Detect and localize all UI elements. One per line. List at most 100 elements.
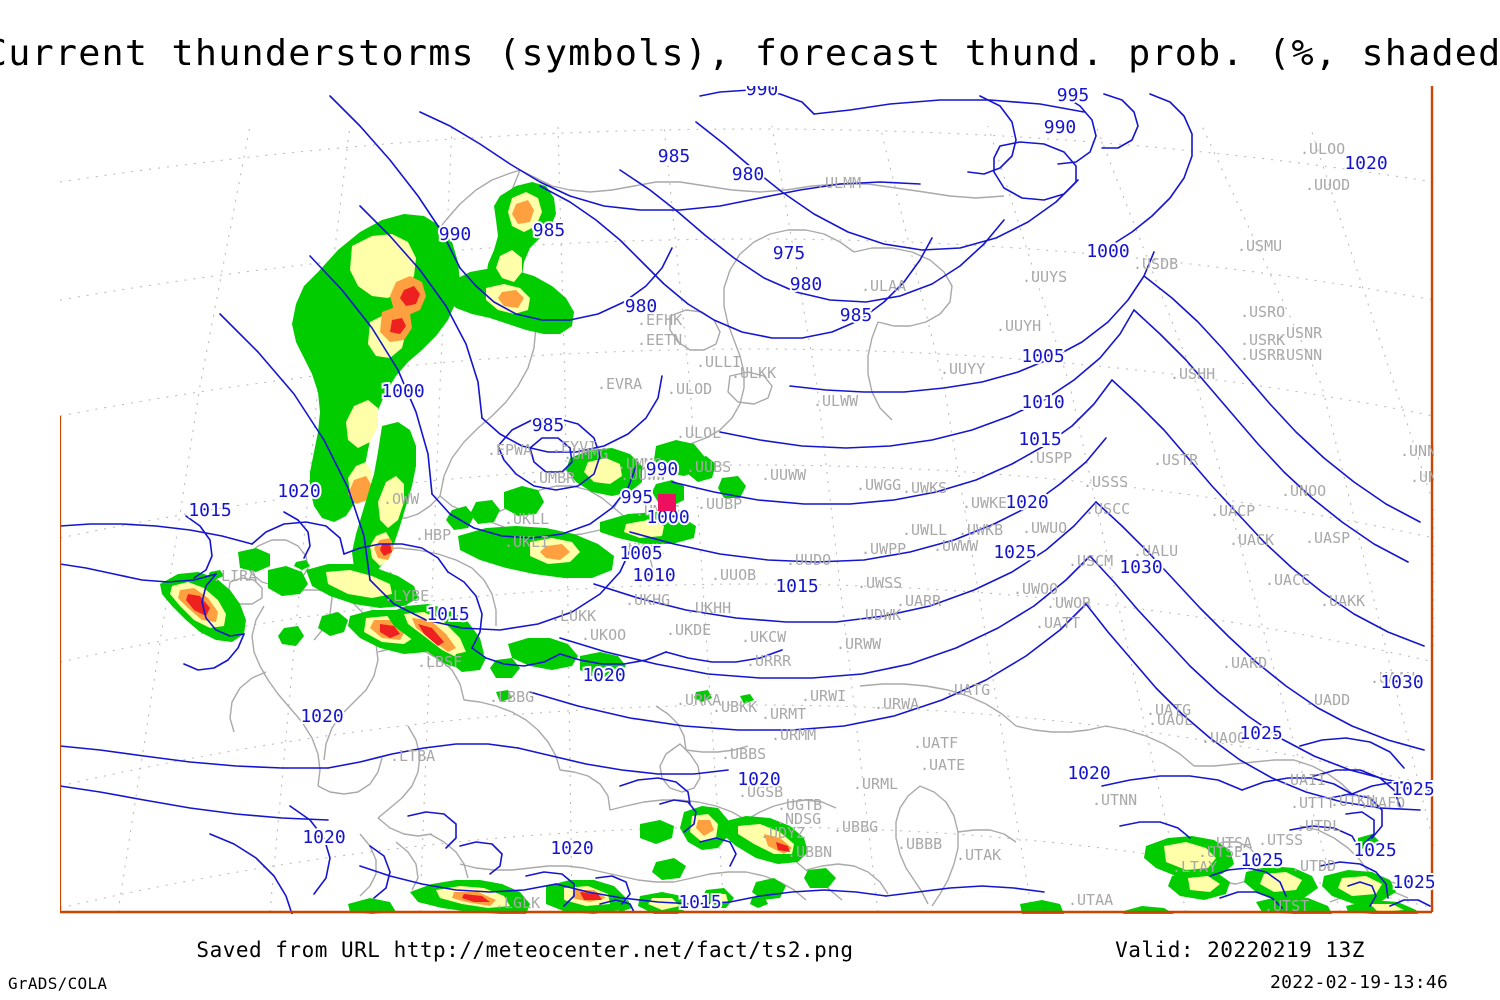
station-label: .UUDO (786, 551, 831, 569)
shade-region-norway (292, 214, 460, 522)
station-label: .URRR (746, 652, 792, 670)
station-label: .ULWW (813, 392, 859, 410)
isobar-label: 1020 (300, 706, 343, 727)
station-label: .ULOD (667, 380, 712, 398)
grads-cola-credit: GrADS/COLA (8, 974, 108, 993)
station-label: .UWPP (861, 540, 906, 558)
isobar-label: 990 (746, 86, 779, 100)
station-label: .UKDE (666, 621, 711, 639)
station-label: .USTR (1153, 451, 1199, 469)
station-label: .UTDD (1291, 857, 1336, 875)
isobar-label: 985 (840, 305, 873, 326)
station-label: .UWKE (962, 494, 1007, 512)
station-label: .UWUO (1022, 519, 1067, 537)
isobar-label: 1015 (188, 500, 231, 521)
station-label: .ULAA (861, 277, 906, 295)
isobar-label: 1020 (550, 838, 593, 859)
station-label: .UUYH (996, 317, 1041, 335)
isobar-label: 985 (658, 146, 691, 167)
station-label: .EYVI (552, 438, 597, 456)
station-label: .UTKN (1330, 792, 1375, 810)
station-label: .UGTB (777, 796, 822, 814)
map-frame (60, 86, 1434, 914)
station-label: .UKHG (625, 591, 670, 609)
station-label: .UWSS (857, 574, 902, 592)
isobar-label: 1015 (678, 892, 721, 913)
station-label: .OWW (383, 490, 420, 508)
shade-region-alps (160, 548, 626, 678)
isobar-label: 990 (439, 224, 472, 245)
isobar-label: 1020 (1067, 763, 1110, 784)
generation-timestamp: 2022-02-19-13:46 (1270, 972, 1449, 993)
page-title: Current thunderstorms (symbols), forecas… (0, 33, 1500, 74)
station-label: .LYBE (384, 587, 429, 605)
station-label: .UWGG (856, 476, 901, 494)
station-label: .UBBN (787, 843, 832, 861)
isobar-label: 1020 (302, 827, 345, 848)
station-label: .UMBR (530, 469, 576, 487)
isobar-label: 1015 (1018, 429, 1061, 450)
map-title-bar: Current thunderstorms (symbols), forecas… (0, 28, 1500, 80)
station-label: .UACK (1229, 531, 1274, 549)
isobar-label: 990 (646, 459, 679, 480)
isobar-label: 1020 (1344, 153, 1387, 174)
station-label: .UKCW (741, 628, 787, 646)
station-label: .UUWW (620, 466, 666, 484)
station-label: .UUBS (686, 458, 731, 476)
station-label: .USRR (1240, 346, 1286, 364)
station-label: .ULOL (676, 424, 721, 442)
station-label: .UWOO (1013, 580, 1058, 598)
station-label: .LIRA (212, 567, 257, 585)
isobar-label: 1005 (619, 543, 662, 564)
station-label: .UATT (1035, 614, 1080, 632)
station-label: .URML (853, 775, 898, 793)
isobar-label: 1030 (1380, 672, 1423, 693)
station-label: .LTAY (1172, 858, 1217, 876)
isobar-label-layer: 990 995 990 985 980 1020 990 985 975 980 980 985 100… (186, 86, 1434, 914)
station-label: .UATE (920, 756, 965, 774)
station-label: .UTDL (1296, 817, 1341, 835)
isobar-label: 1025 (1392, 872, 1434, 893)
station-label: .UMMS (617, 455, 662, 473)
isobar-label: 1020 (737, 769, 780, 790)
isobar-label: 975 (773, 243, 806, 264)
station-label: .EVRA (597, 375, 642, 393)
station-label: .UWWW (933, 537, 979, 555)
station-label: .ULMM (816, 174, 861, 192)
station-label: .HBP (415, 526, 451, 544)
station-label: .USSS (1083, 473, 1128, 491)
thunderstorm-symbol (658, 494, 676, 511)
station-label: .URWW (836, 635, 882, 653)
station-label: .UNNT (1400, 442, 1434, 460)
station-label: .UAOL (1148, 711, 1193, 729)
station-label: .UKOO (581, 626, 626, 644)
shade-region-caucasus (640, 806, 836, 900)
station-label: .EPWA (487, 441, 532, 459)
weather-map-svg[interactable]: .ULMM .ULOO .UUOD .ULAA .UUYS .USDB .USMU .EFHK… (60, 86, 1434, 914)
station-label: .UUYS (1022, 268, 1067, 286)
station-label: .UTSA (1207, 834, 1252, 852)
valid-time-text: Valid: 20220219 13Z (1115, 938, 1365, 962)
station-label: .UTSB (1198, 843, 1243, 861)
station-label: .UBBG (833, 818, 878, 836)
station-label: .USHH (1170, 365, 1215, 383)
isobar-label: 985 (533, 220, 566, 241)
station-label: .USRK (1240, 331, 1285, 349)
isobar-label: 1020 (582, 665, 625, 686)
isobar-label: 1010 (1021, 392, 1064, 413)
station-label: .NDSG (776, 810, 821, 828)
station-label: .UTAK (956, 846, 1001, 864)
station-label: .UAKK (1320, 592, 1365, 610)
station-label: .LGLK (495, 894, 540, 912)
isobar-label: 980 (790, 274, 823, 295)
isobar-label: 1030 (1119, 557, 1162, 578)
station-label: .UASP (1305, 529, 1350, 547)
map-plot-area[interactable]: .ULMM .ULOO .UUOD .ULAA .UUYS .USDB .USMU .EFHK… (60, 86, 1434, 914)
saved-from-url-text: Saved from URL http://meteocenter.net/fa… (196, 938, 854, 962)
station-label: .UMMG (563, 445, 608, 463)
station-label: .UUYY (940, 360, 985, 378)
station-label: .UTSS (1258, 831, 1303, 849)
station-label: .UACP (1210, 502, 1255, 520)
isobar-label: 1015 (426, 604, 469, 625)
